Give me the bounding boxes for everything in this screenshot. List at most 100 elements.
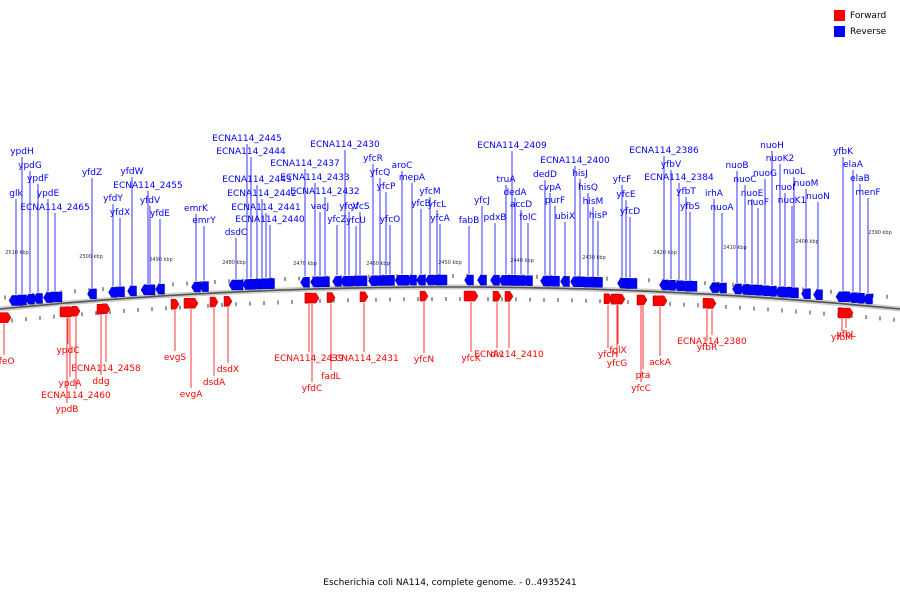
forward-gene-label[interactable]: yfbM (831, 333, 853, 343)
reverse-gene-label[interactable]: nuoH (760, 141, 784, 151)
reverse-gene-arrow[interactable] (593, 277, 603, 288)
reverse-gene-label[interactable]: nuoC (733, 175, 756, 185)
reverse-gene-arrow[interactable] (47, 291, 63, 303)
reverse-gene-label[interactable]: nuoF (747, 198, 769, 208)
reverse-gene-label[interactable]: nuoM (794, 179, 819, 189)
forward-gene-arrow[interactable] (183, 298, 199, 309)
reverse-gene-arrow[interactable] (25, 293, 35, 305)
reverse-gene-arrow[interactable] (622, 278, 638, 289)
forward-gene-label[interactable]: ECNA114_2410 (474, 350, 544, 360)
reverse-gene-arrow[interactable] (155, 283, 165, 295)
reverse-gene-arrow[interactable] (682, 281, 698, 292)
forward-gene-arrow[interactable] (223, 296, 233, 307)
reverse-gene-label[interactable]: irhA (705, 189, 724, 199)
reverse-gene-arrow[interactable] (416, 274, 426, 286)
reverse-gene-label[interactable]: ECNA114_2443 (222, 175, 291, 185)
reverse-gene-label[interactable]: ypdE (37, 189, 60, 199)
reverse-gene-label[interactable]: ECNA114_2409 (477, 141, 547, 151)
forward-gene-arrow[interactable] (463, 290, 479, 302)
forward-gene-arrow[interactable] (359, 291, 369, 303)
forward-gene-label[interactable]: ECNA114_2458 (71, 364, 141, 374)
forward-gene-arrow[interactable] (59, 306, 75, 318)
reverse-gene-label[interactable]: yfbT (676, 187, 696, 197)
reverse-gene-label[interactable]: vacJ (311, 202, 329, 212)
forward-gene-label[interactable]: yfdC (302, 384, 323, 394)
forward-gene-label[interactable]: evgA (180, 390, 204, 400)
forward-gene-arrow[interactable] (707, 298, 717, 309)
reverse-gene-arrow[interactable] (666, 280, 676, 291)
reverse-gene-label[interactable]: pdxB (484, 213, 507, 223)
reverse-gene-label[interactable]: nuoG (753, 169, 777, 179)
reverse-gene-arrow[interactable] (855, 293, 865, 304)
forward-gene-arrow[interactable] (326, 292, 336, 303)
reverse-gene-arrow[interactable] (228, 279, 244, 291)
reverse-gene-label[interactable]: menF (855, 188, 880, 198)
reverse-gene-arrow[interactable] (550, 275, 560, 287)
forward-gene-label[interactable]: ECNA114_2380 (677, 337, 747, 347)
forward-gene-label[interactable]: ypdB (56, 405, 79, 415)
reverse-gene-arrow[interactable] (407, 274, 417, 286)
reverse-gene-label[interactable]: emrK (184, 204, 209, 214)
reverse-gene-label[interactable]: ypdF (27, 174, 49, 184)
reverse-gene-label[interactable]: nuoA (710, 203, 734, 213)
forward-gene-label[interactable]: yfeO (0, 357, 15, 367)
reverse-gene-label[interactable]: folC (519, 213, 536, 223)
forward-gene-label[interactable]: yfcG (607, 359, 627, 369)
reverse-gene-arrow[interactable] (33, 293, 43, 304)
reverse-gene-label[interactable]: ubiX (555, 212, 575, 222)
forward-gene-label[interactable]: yfbL (836, 330, 855, 340)
reverse-gene-label[interactable]: yfdX (110, 208, 130, 218)
forward-gene-arrow[interactable] (304, 292, 320, 304)
forward-gene-label[interactable]: yfcN (414, 355, 434, 365)
reverse-gene-label[interactable]: hisJ (572, 169, 588, 179)
reverse-gene-label[interactable]: yfcP (377, 182, 396, 192)
reverse-gene-label[interactable]: ECNA114_2433 (280, 173, 349, 183)
forward-gene-label[interactable]: ypdC (56, 346, 79, 356)
reverse-gene-label[interactable]: cvpA (539, 183, 562, 193)
reverse-gene-arrow[interactable] (145, 284, 155, 296)
forward-gene-label[interactable]: fadL (321, 372, 340, 382)
forward-gene-arrow[interactable] (838, 307, 854, 319)
reverse-gene-label[interactable]: hisQ (578, 183, 598, 193)
reverse-gene-label[interactable]: fabB (459, 216, 480, 226)
reverse-gene-label[interactable]: ECNA114_2440 (235, 215, 305, 225)
reverse-gene-label[interactable]: ECNA114_2384 (644, 173, 714, 183)
reverse-gene-arrow[interactable] (300, 277, 310, 288)
forward-gene-arrow[interactable] (504, 291, 514, 302)
reverse-gene-label[interactable]: ECNA114_2444 (216, 147, 286, 157)
forward-gene-label[interactable]: yfcK (461, 354, 481, 364)
reverse-gene-label[interactable]: yfcO (380, 215, 401, 225)
reverse-gene-arrow[interactable] (732, 283, 742, 295)
reverse-gene-label[interactable]: yfbK (833, 147, 854, 157)
reverse-gene-label[interactable]: ypdG (18, 161, 42, 171)
reverse-gene-label[interactable]: yfdE (150, 209, 170, 219)
reverse-gene-label[interactable]: ECNA114_2445 (212, 134, 281, 144)
forward-gene-label[interactable]: dsdX (217, 365, 239, 375)
reverse-gene-arrow[interactable] (265, 278, 275, 289)
reverse-gene-arrow[interactable] (127, 285, 137, 297)
reverse-gene-arrow[interactable] (717, 282, 727, 294)
forward-gene-arrow[interactable] (612, 293, 622, 305)
reverse-gene-label[interactable]: dedA (503, 188, 527, 198)
reverse-gene-label[interactable]: hisP (589, 211, 608, 221)
reverse-gene-arrow[interactable] (835, 291, 851, 303)
reverse-gene-label[interactable]: ECNA114_2386 (629, 146, 699, 156)
reverse-gene-arrow[interactable] (332, 276, 342, 287)
reverse-gene-label[interactable]: yfcL (428, 200, 446, 210)
reverse-gene-arrow[interactable] (477, 274, 487, 286)
reverse-gene-label[interactable]: nuoK2 (766, 154, 795, 164)
reverse-gene-label[interactable]: yfdY (103, 194, 123, 204)
reverse-gene-arrow[interactable] (352, 275, 368, 287)
reverse-gene-arrow[interactable] (432, 274, 448, 286)
forward-gene-label[interactable]: yfcC (631, 384, 651, 394)
reverse-gene-label[interactable]: nuoK1 (778, 196, 807, 206)
forward-gene-arrow[interactable] (603, 293, 613, 304)
reverse-gene-label[interactable]: yfcS (350, 202, 369, 212)
forward-gene-label[interactable]: ypdA (59, 379, 83, 389)
reverse-gene-label[interactable]: yfdW (120, 167, 143, 177)
reverse-gene-label[interactable]: nuoB (725, 161, 748, 171)
reverse-gene-arrow[interactable] (560, 276, 570, 287)
forward-gene-arrow[interactable] (652, 295, 668, 307)
reverse-gene-arrow[interactable] (863, 293, 873, 305)
